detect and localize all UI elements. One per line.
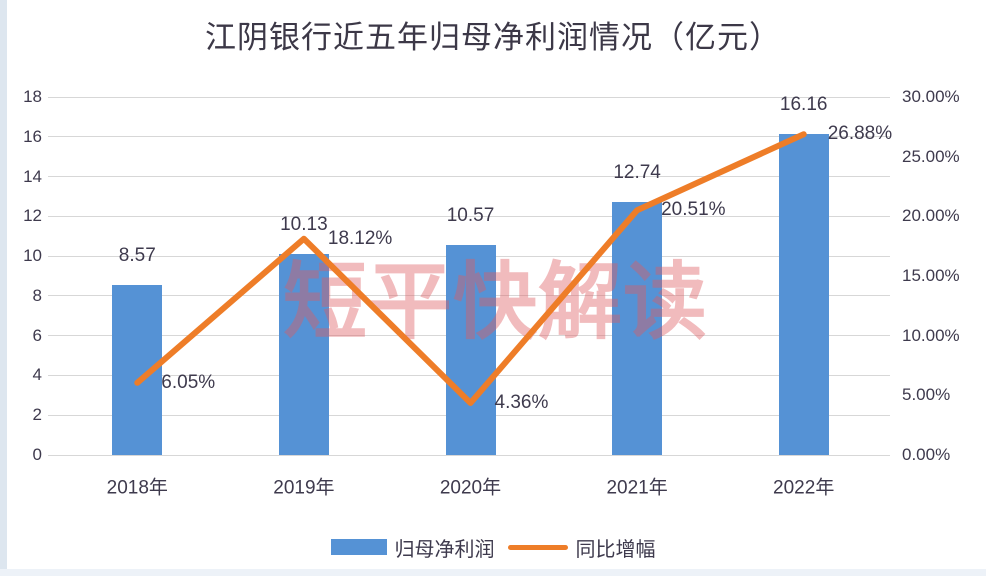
legend-item-yoy-growth: 同比增幅: [507, 533, 656, 562]
x-axis-label-2020年: 2020年: [439, 477, 502, 499]
right-axis-tick: 5.00%: [902, 385, 951, 405]
right-axis-tick: 10.00%: [902, 325, 960, 345]
bar-value-label: 10.57: [446, 204, 495, 226]
bottom-edge-strip: [0, 569, 986, 576]
legend-label-net-profit: 归母净利润: [394, 538, 495, 561]
x-axis-label-2021年: 2021年: [606, 477, 668, 499]
legend-item-net-profit: 归母净利润: [330, 533, 495, 562]
gridline: [48, 136, 890, 138]
bar-value-label: 12.74: [613, 161, 661, 183]
right-axis-tick: 30.00%: [902, 87, 960, 106]
right-axis-tick: 25.00%: [902, 146, 960, 166]
gridline: [48, 176, 890, 178]
left-axis-tick: 16: [23, 126, 42, 146]
line-swatch-icon: [507, 544, 568, 550]
left-axis-tick: 2: [32, 405, 42, 425]
left-axis-tick: 0: [32, 445, 42, 464]
line-value-label: 18.12%: [327, 227, 393, 249]
x-axis-label-2019年: 2019年: [273, 477, 335, 499]
bar-value-label: 10.13: [280, 213, 328, 235]
line-value-label: 26.88%: [827, 123, 893, 145]
x-axis-label-2018年: 2018年: [106, 477, 168, 499]
left-axis-tick: 14: [23, 166, 42, 186]
right-axis-tick: 15.00%: [902, 266, 960, 285]
left-axis-tick: 6: [32, 325, 42, 345]
bar-2018年: [112, 284, 163, 455]
left-axis-tick: 18: [23, 87, 42, 106]
gridline: [48, 454, 890, 456]
legend-label-yoy-growth: 同比增幅: [575, 538, 656, 561]
left-axis-tick: 10: [23, 246, 42, 266]
legend: 归母净利润 同比增幅: [0, 536, 986, 561]
x-axis-label-2022年: 2022年: [773, 477, 835, 499]
line-value-label: 6.05%: [161, 371, 216, 393]
left-axis-tick: 12: [23, 206, 42, 226]
watermark-text: 短平快解读: [283, 255, 709, 349]
bar-swatch-icon: [330, 539, 387, 555]
gridline: [48, 96, 890, 98]
bar-value-label: 8.57: [118, 244, 156, 266]
left-edge-strip: [0, 0, 7, 576]
line-value-label: 4.36%: [494, 391, 549, 413]
line-value-label: 20.51%: [661, 199, 726, 221]
right-axis-tick: 0.00%: [902, 445, 951, 464]
bar-2022年: [778, 133, 829, 455]
chart-title: 江阴银行近五年归母净利润情况（亿元）: [205, 20, 781, 55]
bar-value-label: 16.16: [779, 93, 828, 115]
left-axis-tick: 8: [32, 285, 42, 305]
right-axis-tick: 20.00%: [902, 206, 960, 226]
left-axis-tick: 4: [32, 365, 42, 385]
